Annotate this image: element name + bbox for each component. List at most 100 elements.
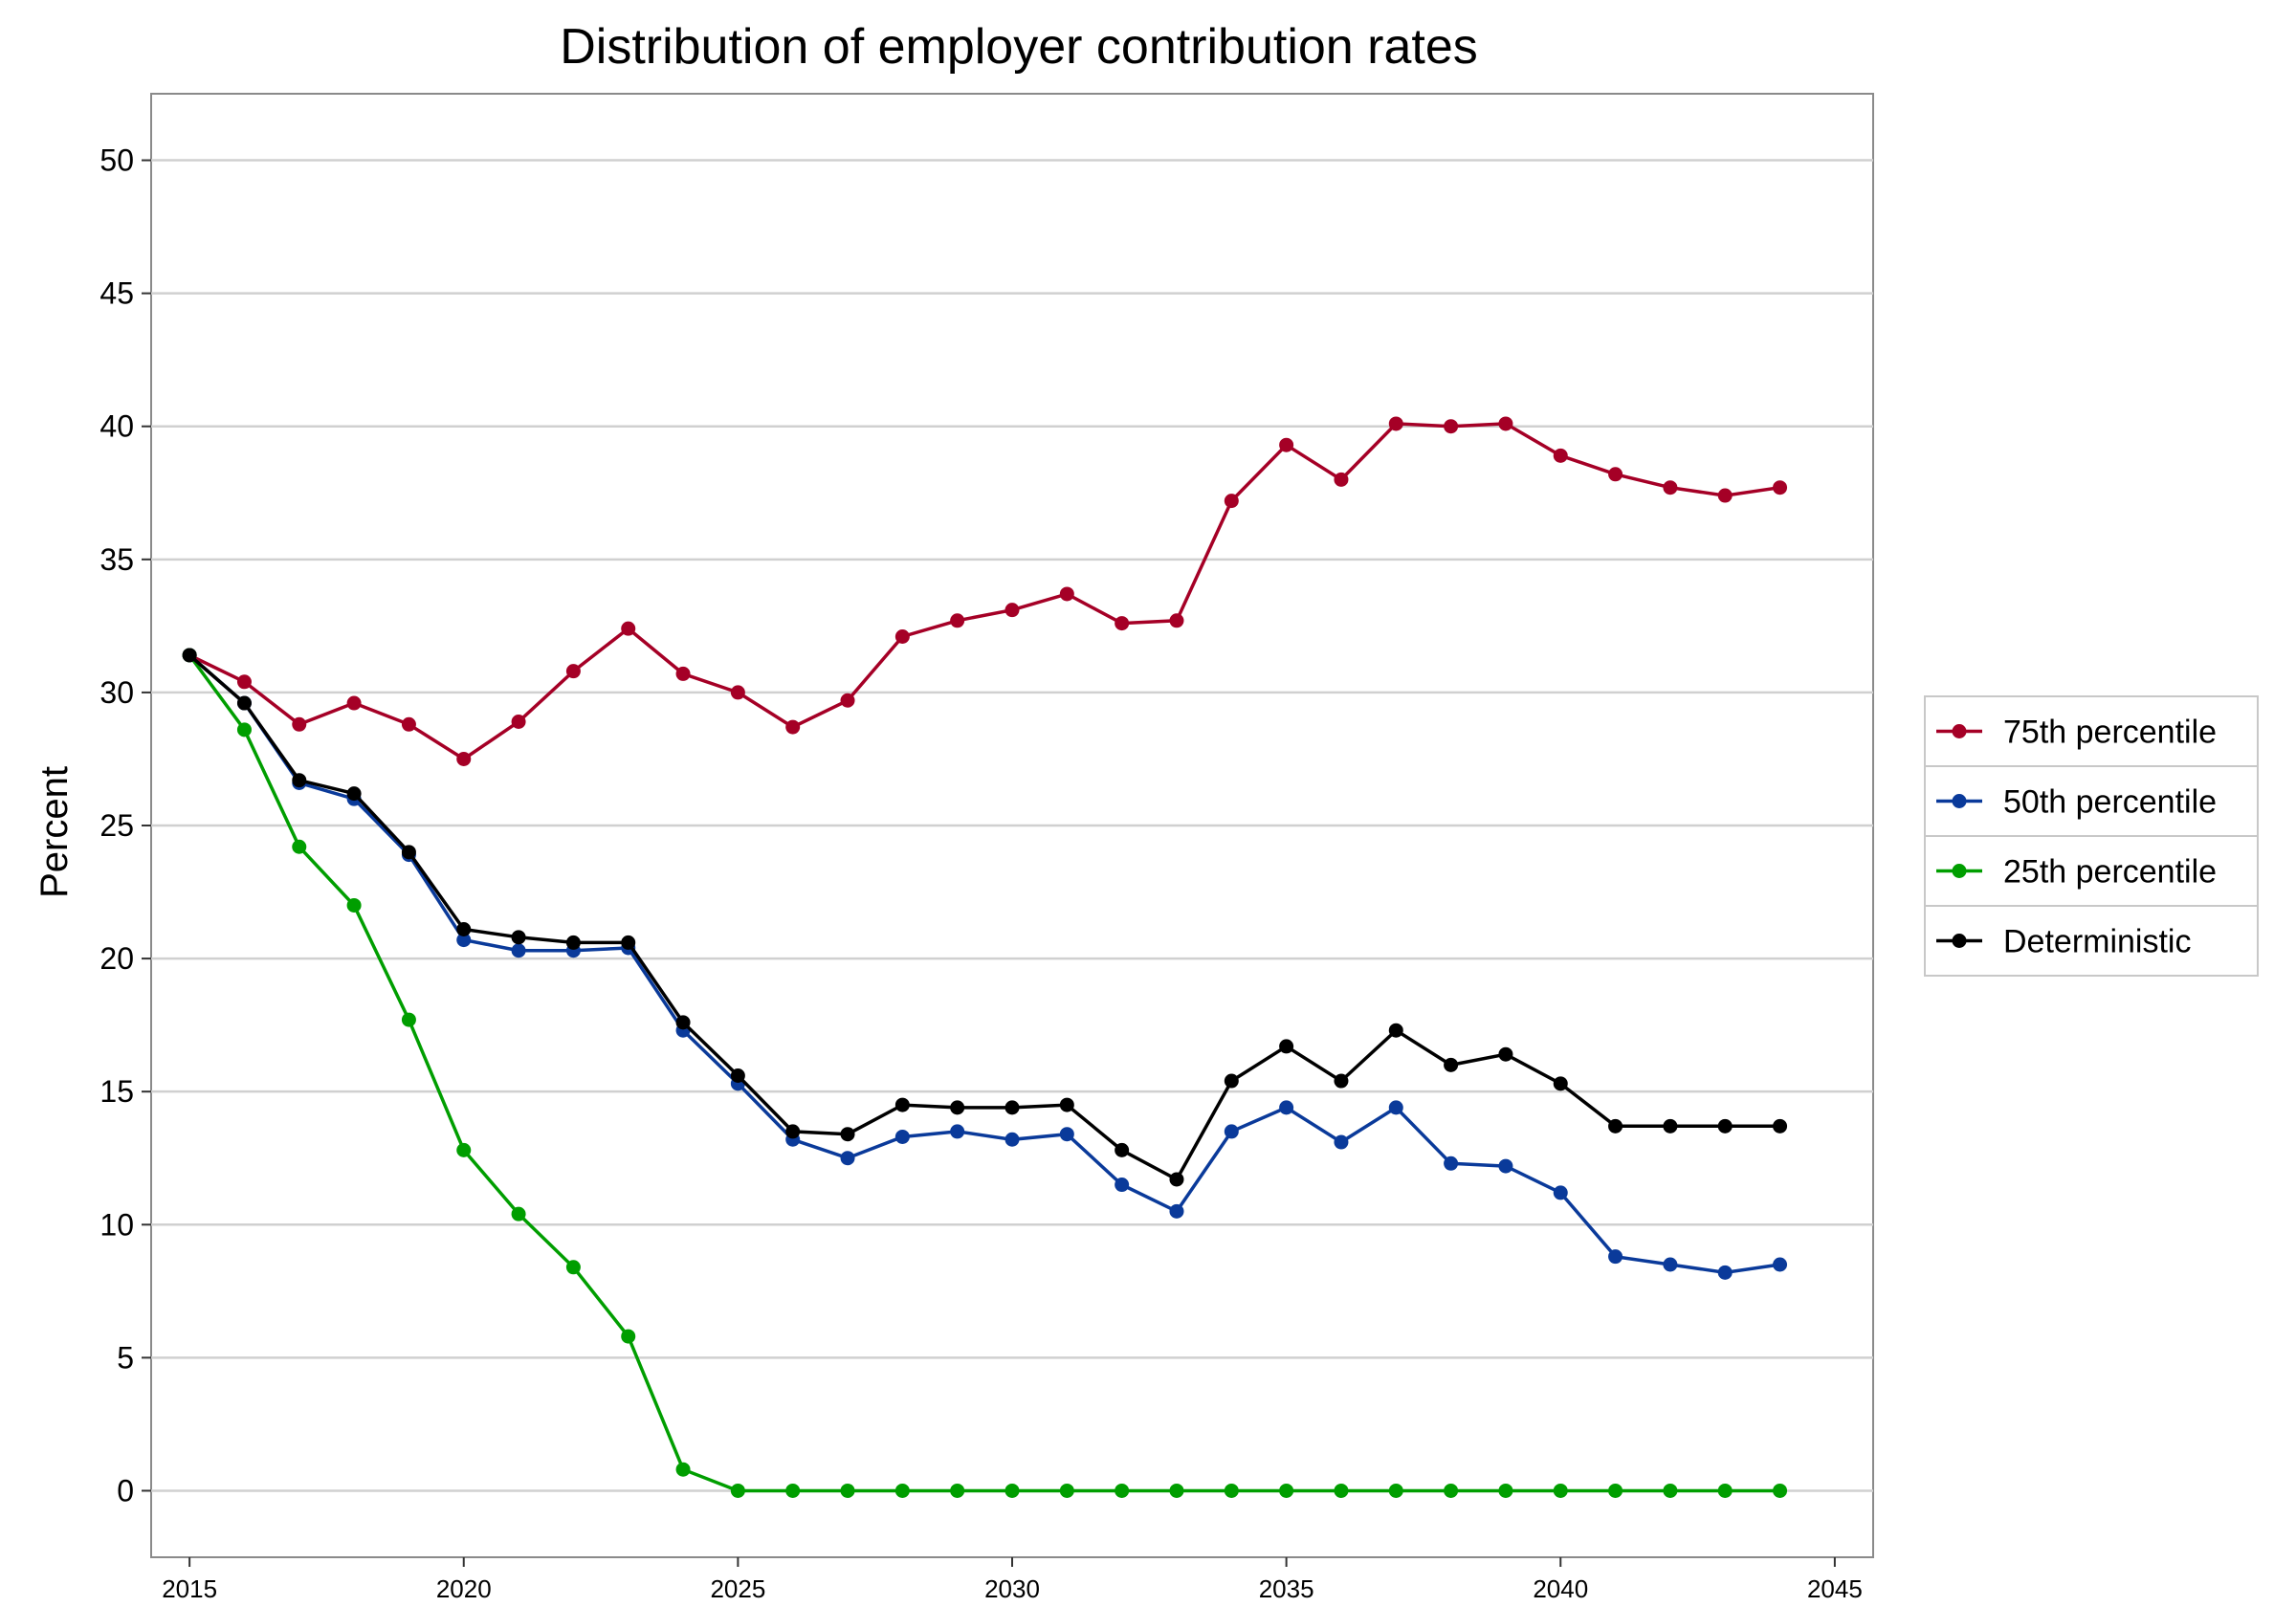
data-point — [565, 664, 581, 679]
data-point — [1717, 1118, 1733, 1134]
data-point — [1115, 1142, 1130, 1157]
data-point — [401, 845, 416, 860]
data-point — [1388, 1023, 1403, 1038]
data-point — [730, 1483, 745, 1498]
data-point — [1498, 1046, 1513, 1062]
data-point — [1608, 467, 1623, 482]
data-point — [1717, 1483, 1733, 1498]
data-point — [621, 621, 636, 636]
data-point — [950, 613, 965, 628]
data-point — [565, 935, 581, 950]
series-3 — [182, 648, 1788, 1187]
data-point — [675, 666, 691, 681]
data-point — [1004, 1483, 1020, 1498]
data-point — [1444, 1156, 1459, 1171]
data-point — [346, 695, 362, 711]
x-tick-label: 2035 — [1259, 1574, 1314, 1603]
data-point — [1717, 1265, 1733, 1280]
data-point — [1773, 1483, 1788, 1498]
series-group — [182, 416, 1788, 1498]
data-point — [675, 1015, 691, 1030]
data-point — [236, 695, 252, 711]
data-point — [1169, 1483, 1184, 1498]
data-point — [1279, 437, 1294, 452]
x-tick-label: 2020 — [436, 1574, 492, 1603]
data-point — [1663, 1483, 1678, 1498]
data-point — [1608, 1249, 1623, 1265]
series-line — [188, 653, 1780, 1493]
data-point — [840, 1151, 855, 1166]
x-tick-label: 2030 — [984, 1574, 1040, 1603]
data-point — [785, 1124, 801, 1139]
x-tick-label: 2015 — [162, 1574, 217, 1603]
data-point — [894, 1129, 910, 1144]
data-point — [1004, 1100, 1020, 1115]
data-point — [621, 935, 636, 950]
series-line — [188, 653, 1780, 1182]
legend-marker — [1952, 864, 1967, 878]
data-point — [511, 943, 526, 958]
data-point — [894, 1483, 910, 1498]
y-tick-label: 25 — [99, 808, 134, 843]
data-point — [1663, 480, 1678, 495]
data-point — [1224, 1124, 1239, 1139]
y-tick-label: 50 — [99, 143, 134, 178]
data-point — [236, 722, 252, 737]
series-line — [188, 422, 1780, 761]
data-point — [1608, 1483, 1623, 1498]
data-point — [894, 1097, 910, 1112]
data-point — [1169, 1172, 1184, 1187]
chart-title: Distribution of employer contribution ra… — [560, 19, 1478, 75]
data-point — [1169, 1203, 1184, 1219]
data-point — [1773, 1257, 1788, 1272]
data-point — [1608, 1118, 1623, 1134]
data-point — [1334, 1073, 1349, 1089]
data-point — [401, 716, 416, 732]
y-tick-label: 45 — [99, 276, 134, 311]
data-point — [840, 693, 855, 708]
y-tick-label: 10 — [99, 1207, 134, 1242]
data-point — [1663, 1257, 1678, 1272]
data-point — [1388, 416, 1403, 431]
data-point — [1334, 1134, 1349, 1150]
data-point — [565, 1260, 581, 1275]
data-point — [1334, 472, 1349, 487]
data-point — [1388, 1483, 1403, 1498]
data-point — [1059, 586, 1074, 602]
data-point — [511, 715, 526, 730]
data-point — [1334, 1483, 1349, 1498]
data-point — [1663, 1118, 1678, 1134]
data-point — [456, 933, 472, 948]
data-point — [621, 1329, 636, 1344]
legend-label: 50th percentile — [2003, 784, 2217, 821]
data-point — [1279, 1483, 1294, 1498]
data-point — [1279, 1100, 1294, 1115]
data-point — [1004, 1132, 1020, 1147]
legend: 75th percentile 50th percentile 25th perce… — [1924, 695, 2259, 977]
data-point — [785, 1483, 801, 1498]
y-tick-label: 5 — [117, 1340, 134, 1375]
data-point — [950, 1124, 965, 1139]
data-point — [1553, 1483, 1568, 1498]
data-point — [840, 1483, 855, 1498]
data-point — [950, 1100, 965, 1115]
data-point — [1444, 1483, 1459, 1498]
data-point — [346, 897, 362, 913]
x-tick-label: 2045 — [1807, 1574, 1863, 1603]
y-tick-label: 35 — [99, 542, 134, 577]
y-tick-label: 30 — [99, 675, 134, 710]
data-point — [1388, 1100, 1403, 1115]
data-point — [1553, 1076, 1568, 1091]
data-point — [456, 751, 472, 766]
x-tick-label: 2025 — [710, 1574, 765, 1603]
data-point — [1004, 603, 1020, 618]
series-2 — [182, 648, 1788, 1498]
data-point — [236, 674, 252, 690]
data-point — [1553, 1185, 1568, 1200]
data-point — [401, 1012, 416, 1027]
data-point — [1279, 1039, 1294, 1054]
data-point — [1498, 1158, 1513, 1174]
data-point — [1169, 613, 1184, 628]
